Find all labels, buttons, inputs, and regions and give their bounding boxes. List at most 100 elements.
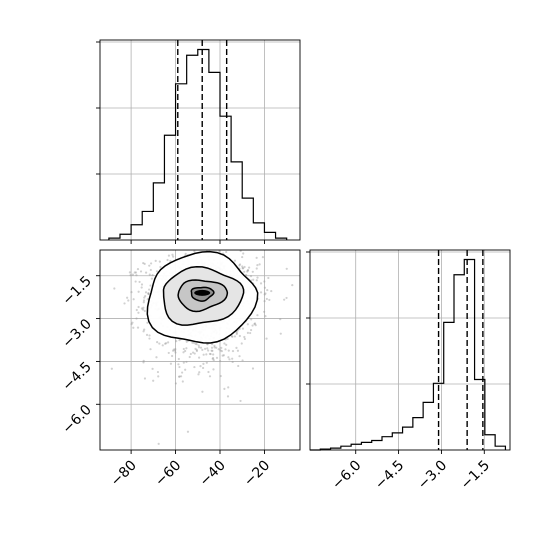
scatter-point [261, 256, 264, 259]
scatter-point [130, 291, 133, 294]
scatter-point [127, 299, 130, 302]
y-tick-label: −1.5 [59, 273, 94, 308]
scatter-point [178, 365, 181, 369]
x-tick-label: −60 [152, 458, 184, 490]
scatter-point [250, 318, 253, 321]
scatter-point [188, 355, 191, 359]
scatter-point [149, 284, 152, 287]
scatter-point [177, 363, 180, 366]
scatter-point [194, 342, 197, 345]
scatter-point [135, 308, 138, 312]
scatter-point [238, 334, 241, 338]
scatter-point [150, 277, 153, 280]
scatter-point [245, 273, 248, 277]
scatter-point [201, 348, 204, 351]
y-tick-label: −3.0 [59, 316, 94, 351]
scatter-point [241, 327, 245, 330]
scatter-point [156, 370, 160, 374]
scatter-point [191, 341, 194, 344]
scatter-point [222, 354, 225, 357]
scatter-point [149, 348, 152, 351]
scatter-point [130, 323, 133, 326]
scatter-point [285, 267, 288, 270]
scatter-point [239, 399, 242, 403]
scatter-point [138, 280, 141, 284]
scatter-point [143, 296, 146, 299]
scatter-point [213, 346, 216, 349]
scatter-point [253, 322, 256, 326]
scatter-point [212, 359, 215, 362]
scatter-point [207, 247, 209, 249]
scatter-point [206, 347, 209, 350]
scatter-point [246, 331, 250, 334]
scatter-point [256, 314, 259, 317]
scatter-point [157, 375, 160, 378]
scatter-point [259, 291, 263, 294]
scatter-point [161, 344, 164, 347]
x-tick-label: −40 [197, 458, 229, 490]
scatter-point [141, 308, 145, 311]
scatter-point [185, 360, 188, 364]
scatter-point [231, 335, 234, 338]
scatter-point [201, 366, 205, 370]
scatter-point [142, 330, 145, 333]
scatter-point [255, 256, 258, 259]
scatter-point [126, 296, 129, 299]
scatter-point [215, 356, 219, 359]
scatter-point [133, 271, 136, 274]
panel-frame [99, 249, 301, 451]
scatter-point [143, 377, 147, 380]
scatter-point [265, 297, 268, 301]
scatter-point [266, 288, 269, 292]
scatter-point [219, 359, 222, 363]
scatter-point [226, 395, 230, 398]
scatter-point [174, 348, 177, 351]
scatter-point [147, 292, 150, 296]
scatter-point [177, 357, 180, 361]
scatter-point [256, 264, 259, 267]
scatter-point [243, 270, 246, 273]
scatter-point [182, 347, 185, 351]
scatter-point [158, 260, 161, 263]
scatter-point [172, 349, 175, 352]
scatter-point [174, 351, 177, 354]
scatter-point [230, 335, 233, 338]
scatter-point [241, 255, 244, 259]
scatter-point [226, 337, 229, 340]
scatter-point [231, 349, 235, 353]
scatter-point [224, 348, 227, 351]
scatter-point [246, 323, 249, 326]
scatter-point [134, 271, 138, 274]
panel-frame [99, 39, 301, 241]
scatter-point [249, 274, 253, 278]
scatter-point [249, 328, 253, 332]
scatter-point [154, 259, 157, 263]
scatter-point [179, 375, 183, 378]
scatter-point [178, 375, 181, 378]
scatter-point [227, 356, 230, 359]
scatter-point [147, 292, 150, 295]
scatter-point [283, 298, 286, 301]
scatter-point [151, 367, 154, 370]
scatter-point [135, 274, 138, 277]
scatter-point [145, 333, 149, 336]
scatter-point [233, 259, 237, 262]
scatter-point [178, 375, 181, 378]
scatter-point [189, 352, 192, 356]
scatter-point [148, 334, 151, 337]
scatter-point [144, 291, 148, 294]
scatter-point [136, 326, 140, 329]
scatter-point [238, 264, 241, 267]
scatter-point [202, 362, 205, 365]
scatter-point [291, 284, 294, 287]
scatter-point [144, 294, 147, 298]
scatter-point [185, 340, 188, 343]
scatter-point [166, 341, 170, 344]
scatter-point [193, 250, 196, 253]
scatter-point [215, 346, 218, 349]
scatter-point [182, 351, 185, 354]
scatter-point [129, 274, 132, 277]
scatter-point [249, 331, 252, 335]
scatter-point [171, 253, 174, 256]
scatter-point [220, 346, 223, 349]
